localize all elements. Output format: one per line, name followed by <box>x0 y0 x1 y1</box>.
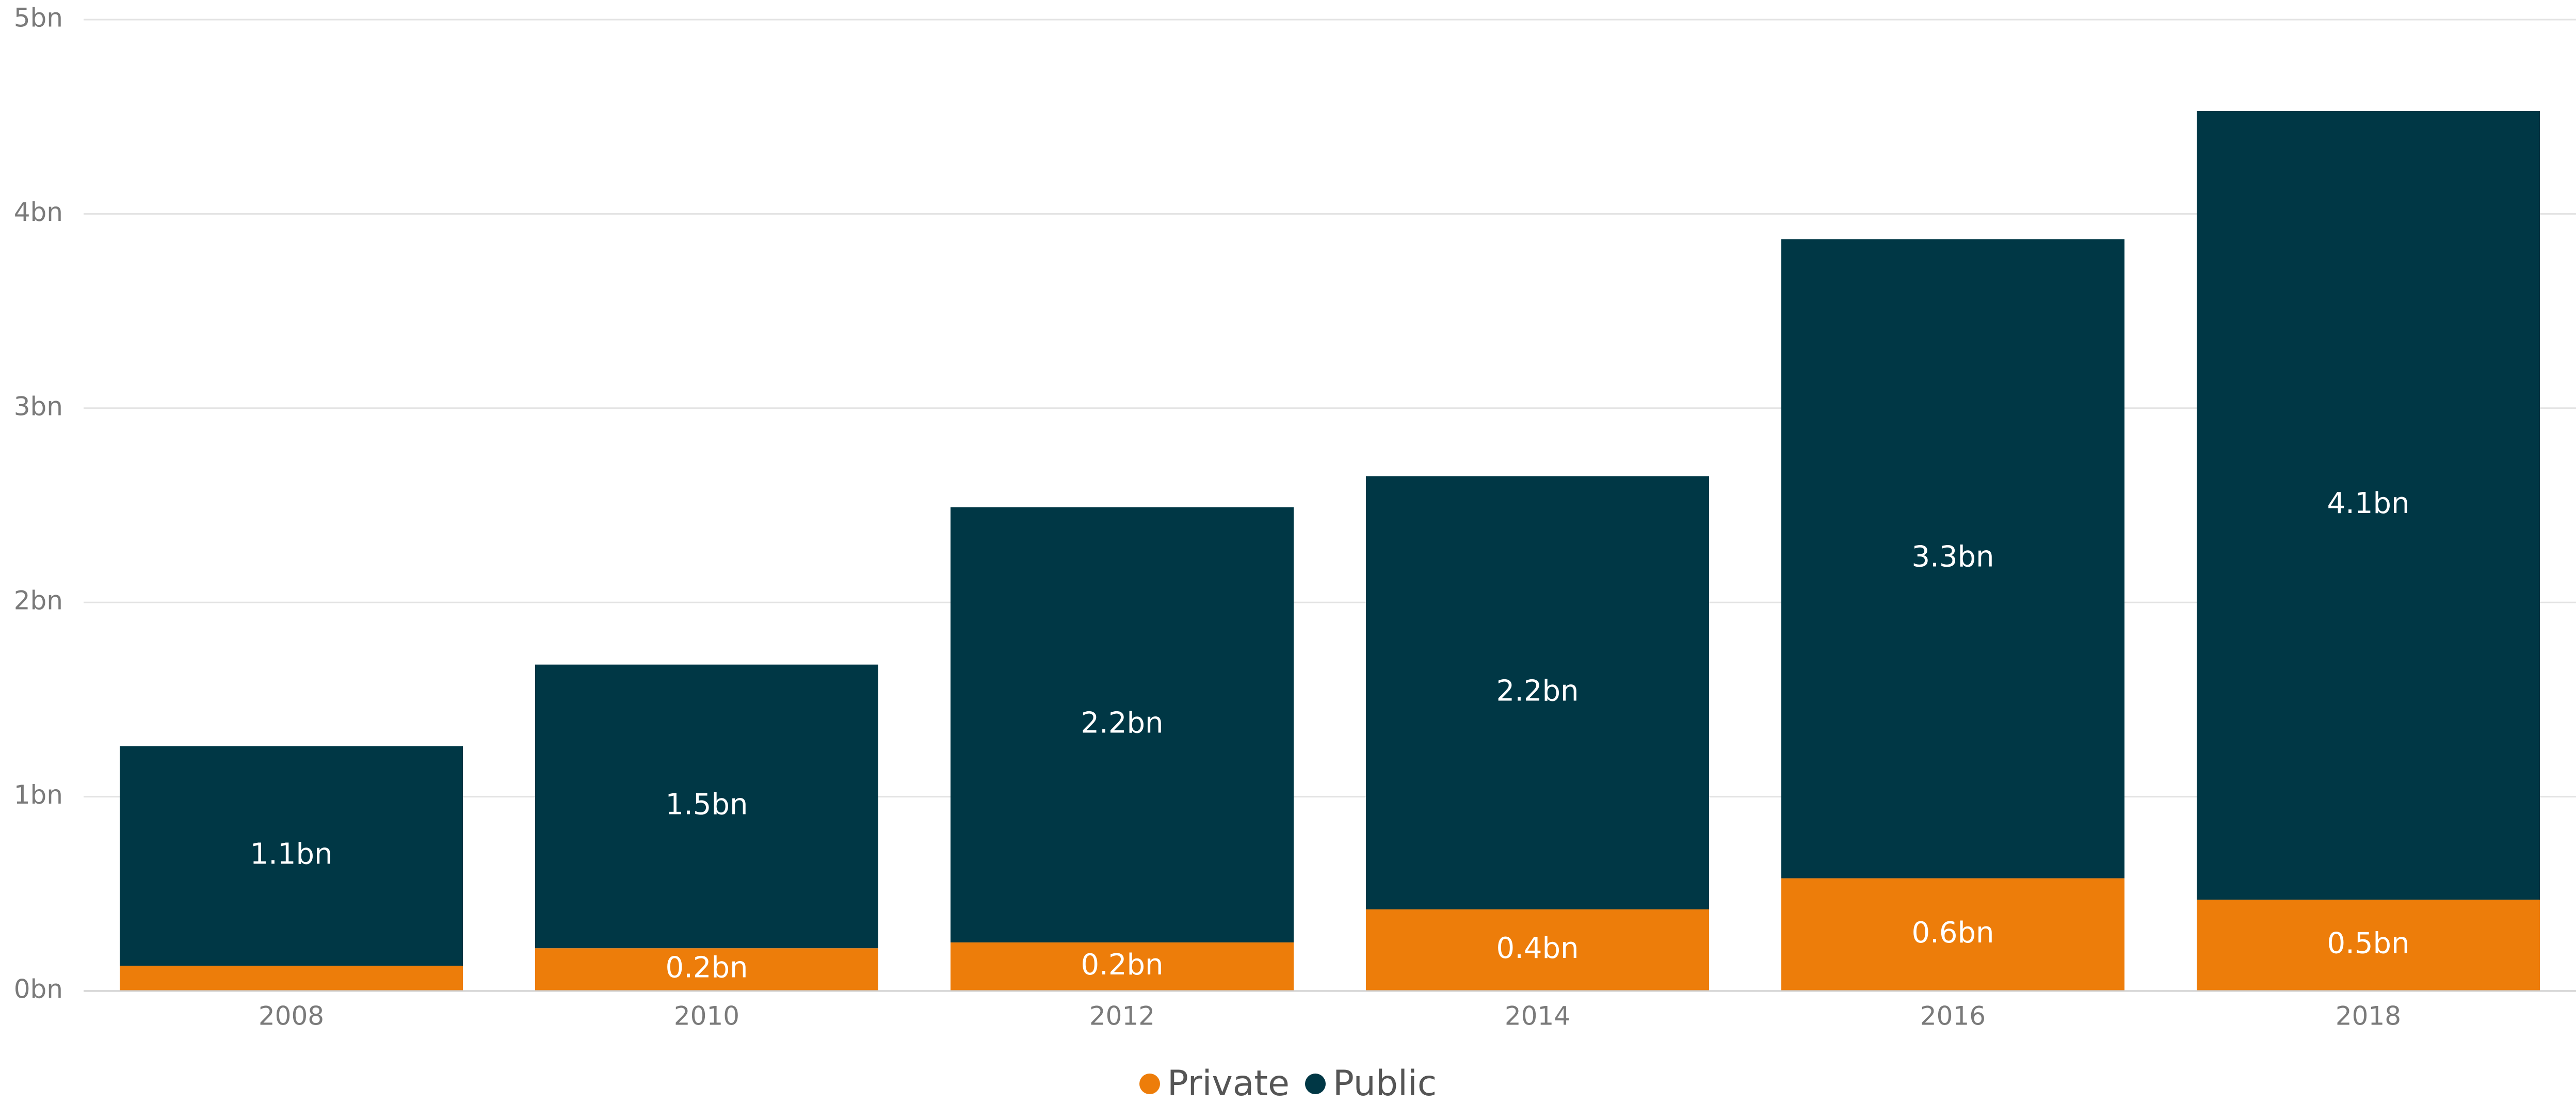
legend-label-private: Private <box>1167 1063 1290 1104</box>
data-label-public-2016: 3.3bn <box>1911 540 1994 574</box>
data-label-public-2012: 2.2bn <box>1081 706 1163 740</box>
gridlines <box>84 19 2576 798</box>
bar-private-2010 <box>535 948 878 991</box>
data-label-private-2016: 0.6bn <box>1911 916 1994 950</box>
legend-item-public[interactable]: Public <box>1305 1063 1437 1104</box>
legend-item-private[interactable]: Private <box>1139 1063 1290 1104</box>
x-axis: 2008 2010 2012 2014 2016 2018 <box>84 990 2576 1031</box>
x-tick-label-2010: 2010 <box>674 1001 739 1031</box>
data-label-private-2012: 0.2bn <box>1081 948 1163 982</box>
y-tick-label: 5bn <box>14 3 63 33</box>
bar-public-2010 <box>535 664 878 949</box>
data-label-public-2008: 1.1bn <box>250 838 332 871</box>
bar-public-2016 <box>1781 239 2124 878</box>
bar-public-2012 <box>951 507 1294 942</box>
bar-private-2016 <box>1781 878 2124 991</box>
data-label-public-2018: 4.1bn <box>2327 487 2409 520</box>
bar-private-2018 <box>2197 900 2540 991</box>
y-tick-label: 1bn <box>14 780 63 810</box>
x-tick-label-2012: 2012 <box>1089 1001 1155 1031</box>
data-label-private-2018: 0.5bn <box>2327 927 2409 961</box>
legend-marker-private <box>1139 1073 1160 1094</box>
bar-private-2008 <box>120 966 463 991</box>
x-tick-label-2008: 2008 <box>259 1001 324 1031</box>
bar-public-2018 <box>2197 110 2540 900</box>
y-tick-label: 3bn <box>14 391 63 421</box>
bar-public-2014 <box>1366 476 1709 909</box>
x-tick-label-2016: 2016 <box>1920 1001 1986 1031</box>
data-label-private-2010: 0.2bn <box>665 951 748 985</box>
data-label-public-2010: 1.5bn <box>665 788 748 822</box>
data-labels: 1.1bn 0.2bn 1.5bn 0.2bn 2.2bn 0.4bn 2.2bn 0.6bn… <box>250 487 2409 985</box>
bar-private-2012 <box>951 942 1294 991</box>
bar-public-2008 <box>120 746 463 966</box>
x-tick-label-2014: 2014 <box>1505 1001 1570 1031</box>
legend: Private Public <box>0 1063 2576 1104</box>
bar-private-2014 <box>1366 909 1709 991</box>
y-tick-label: 4bn <box>14 197 63 227</box>
y-tick-label: 0bn <box>14 974 63 1004</box>
data-label-private-2014: 0.4bn <box>1496 932 1579 965</box>
y-tick-label: 2bn <box>14 586 63 616</box>
x-tick-label-2018: 2018 <box>2336 1001 2401 1031</box>
data-label-public-2014: 2.2bn <box>1496 674 1579 708</box>
bars <box>120 110 2540 991</box>
legend-marker-public <box>1305 1073 1326 1094</box>
legend-label-public: Public <box>1332 1063 1437 1104</box>
y-axis: 0bn 1bn 2bn 3bn 4bn 5bn <box>14 3 63 1004</box>
